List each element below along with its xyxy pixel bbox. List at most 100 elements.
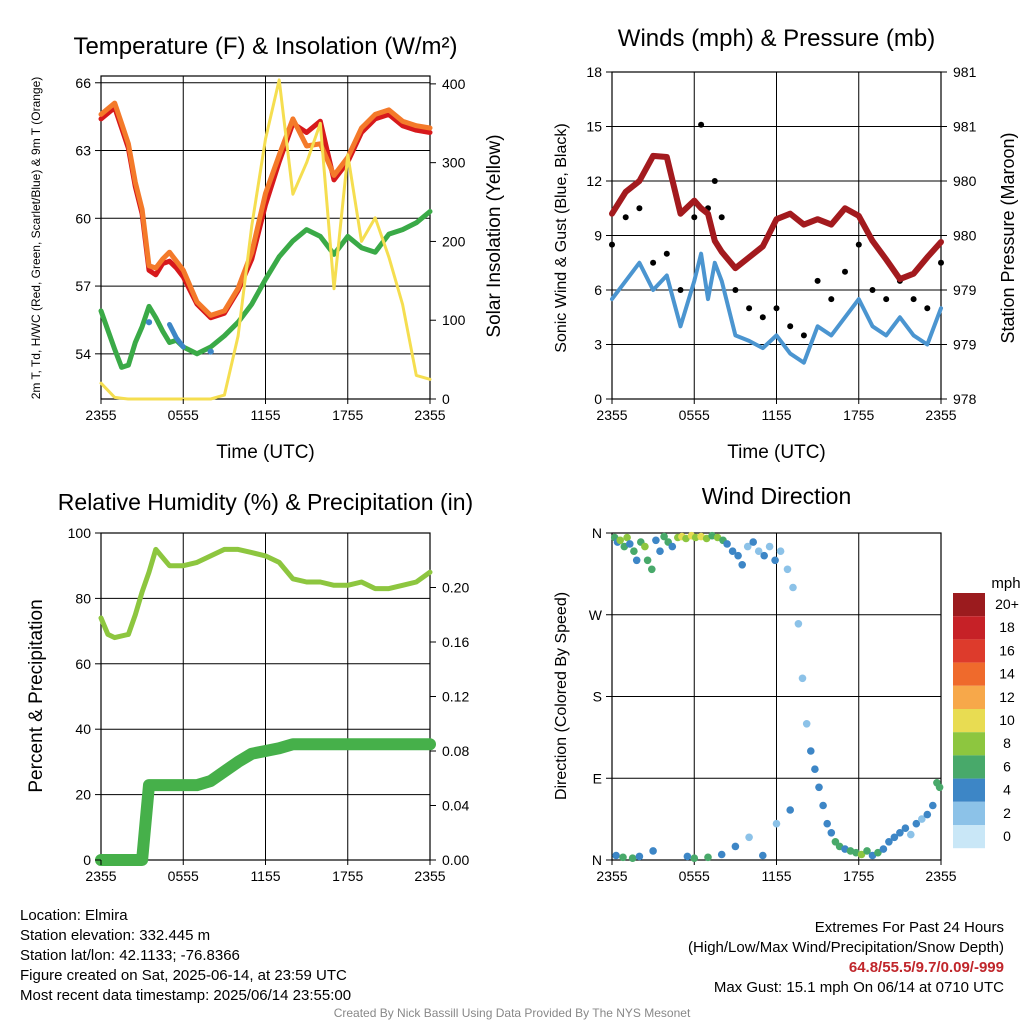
dir-point (823, 819, 831, 828)
dir-point (923, 810, 932, 819)
winds-chart-title: Winds (mph) & Pressure (mb) (618, 25, 935, 52)
dir-point (754, 547, 763, 555)
dir-point (765, 542, 774, 551)
dir-point (743, 542, 752, 551)
speed-legend-swatch (953, 801, 985, 825)
winds-ytick-label: 12 (586, 173, 602, 189)
temp-y2tick-label: 400 (442, 76, 466, 92)
rh-ylabel: Percent & Precipitation (26, 599, 47, 792)
rh-y2tick-label: 0.08 (442, 743, 469, 759)
dir-point (649, 847, 657, 855)
extremes-subtitle: (High/Low/Max Wind/Precipitation/Snow De… (688, 939, 1004, 956)
speed-legend-swatch (953, 755, 985, 779)
dir-point (635, 852, 644, 861)
winds-y2tick-label: 981 (953, 64, 977, 80)
temp-xtick-label: 1755 (332, 407, 363, 423)
winds-gust-point (698, 121, 705, 128)
temp-ytick-label: 54 (75, 346, 91, 362)
temp-series-9m-t (98, 100, 433, 318)
temp-xtick-label: 0555 (168, 407, 199, 423)
winds-gust-point (609, 241, 615, 248)
max-gust-text: Max Gust: 15.1 mph On 06/14 at 0710 UTC (713, 979, 1004, 996)
temp-xtick-label: 2355 (85, 407, 116, 423)
speed-legend-swatch (953, 593, 985, 617)
rh-series-relative-humidity (98, 546, 433, 641)
temp-ytick-label: 63 (75, 143, 91, 159)
dir-point (857, 850, 866, 859)
winds-y2tick-label: 979 (953, 337, 977, 353)
temp-xlabel: Time (UTC) (216, 442, 315, 463)
dir-point (772, 819, 781, 828)
temp-ytick-label: 60 (75, 210, 91, 226)
rh-xtick-label: 1755 (332, 868, 363, 884)
winds-xtick-label: 0555 (679, 407, 710, 423)
winds-gust-point (787, 323, 794, 330)
speed-legend-label: 6 (1003, 758, 1011, 774)
winds-gust-point (828, 296, 835, 303)
temp-y2label: Solar Insolation (Yellow) (484, 134, 505, 337)
winds-gust-point (814, 277, 821, 284)
dir-point (652, 536, 660, 545)
latlon-text: Station lat/lon: 42.1133; -76.8366 (20, 947, 240, 964)
winds-ytick-label: 15 (586, 119, 602, 135)
dir-point (815, 783, 823, 792)
speed-legend-swatch (953, 778, 985, 802)
dir-point (819, 801, 827, 810)
winds-xtick-label: 1155 (761, 407, 791, 423)
rh-ytick-label: 100 (68, 525, 92, 541)
dir-ytick-label: E (593, 770, 602, 786)
dir-ylabel: Direction (Colored By Speed) (553, 592, 570, 800)
dir-point (771, 556, 779, 565)
dir-point (786, 806, 794, 814)
rh-chart-title: Relative Humidity (%) & Precipitation (i… (58, 489, 473, 515)
rh-y2tick-label: 0.00 (442, 852, 469, 868)
winds-ytick-label: 0 (594, 391, 602, 407)
dir-point (628, 854, 637, 862)
dir-point (623, 533, 631, 542)
rh-y2tick-label: 0.16 (442, 634, 469, 650)
winds-gust-point (869, 287, 876, 293)
dir-xtick-label: 1755 (843, 868, 874, 884)
temp-y2tick-label: 0 (442, 391, 450, 407)
dir-point (749, 538, 757, 546)
dir-point (738, 561, 746, 569)
winds-gust-point (759, 314, 766, 321)
dir-point (632, 556, 641, 565)
dir-point (616, 536, 624, 545)
rh-ytick-label: 60 (75, 656, 91, 672)
winds-ylabel: Sonic Wind & Gust (Blue, Black) (553, 123, 570, 352)
rh-xtick-label: 0555 (168, 868, 199, 884)
winds-gust-point (800, 332, 807, 339)
winds-gust-point (842, 268, 848, 275)
dir-point (717, 850, 726, 859)
rh-xtick-label: 1155 (250, 868, 280, 884)
dir-point (863, 847, 871, 855)
credit-text: Created By Nick Bassill Using Data Provi… (333, 1006, 691, 1020)
winds-ytick-label: 18 (586, 64, 602, 80)
dir-point (668, 542, 677, 551)
winds-gust-point (663, 250, 670, 257)
dir-point (648, 565, 656, 574)
temp-chart-title: Temperature (F) & Insolation (W/m²) (73, 33, 457, 60)
temp-xtick-label: 2355 (414, 407, 445, 423)
rh-ytick-label: 40 (75, 721, 91, 737)
dir-point (807, 747, 815, 755)
winds-ytick-label: 9 (594, 228, 602, 244)
winds-gust-point (711, 178, 718, 184)
location-text: Location: Elmira (20, 907, 128, 924)
dir-xtick-label: 0555 (679, 868, 710, 884)
rh-y2tick-label: 0.04 (442, 798, 469, 814)
dir-point (760, 551, 768, 560)
winds-gust-point (622, 214, 629, 221)
speed-legend-label: 8 (1003, 735, 1011, 751)
temp-xtick-label: 1155 (250, 407, 280, 423)
winds-y2tick-label: 978 (953, 391, 977, 407)
rh-y2tick-label: 0.20 (442, 580, 469, 596)
dir-point (896, 829, 904, 837)
elevation-text: Station elevation: 332.445 m (20, 927, 211, 944)
winds-gust-point (732, 287, 739, 293)
dir-point (626, 540, 634, 548)
temp-y2tick-label: 300 (442, 155, 466, 171)
dir-point (660, 532, 668, 541)
dir-point (759, 851, 767, 860)
